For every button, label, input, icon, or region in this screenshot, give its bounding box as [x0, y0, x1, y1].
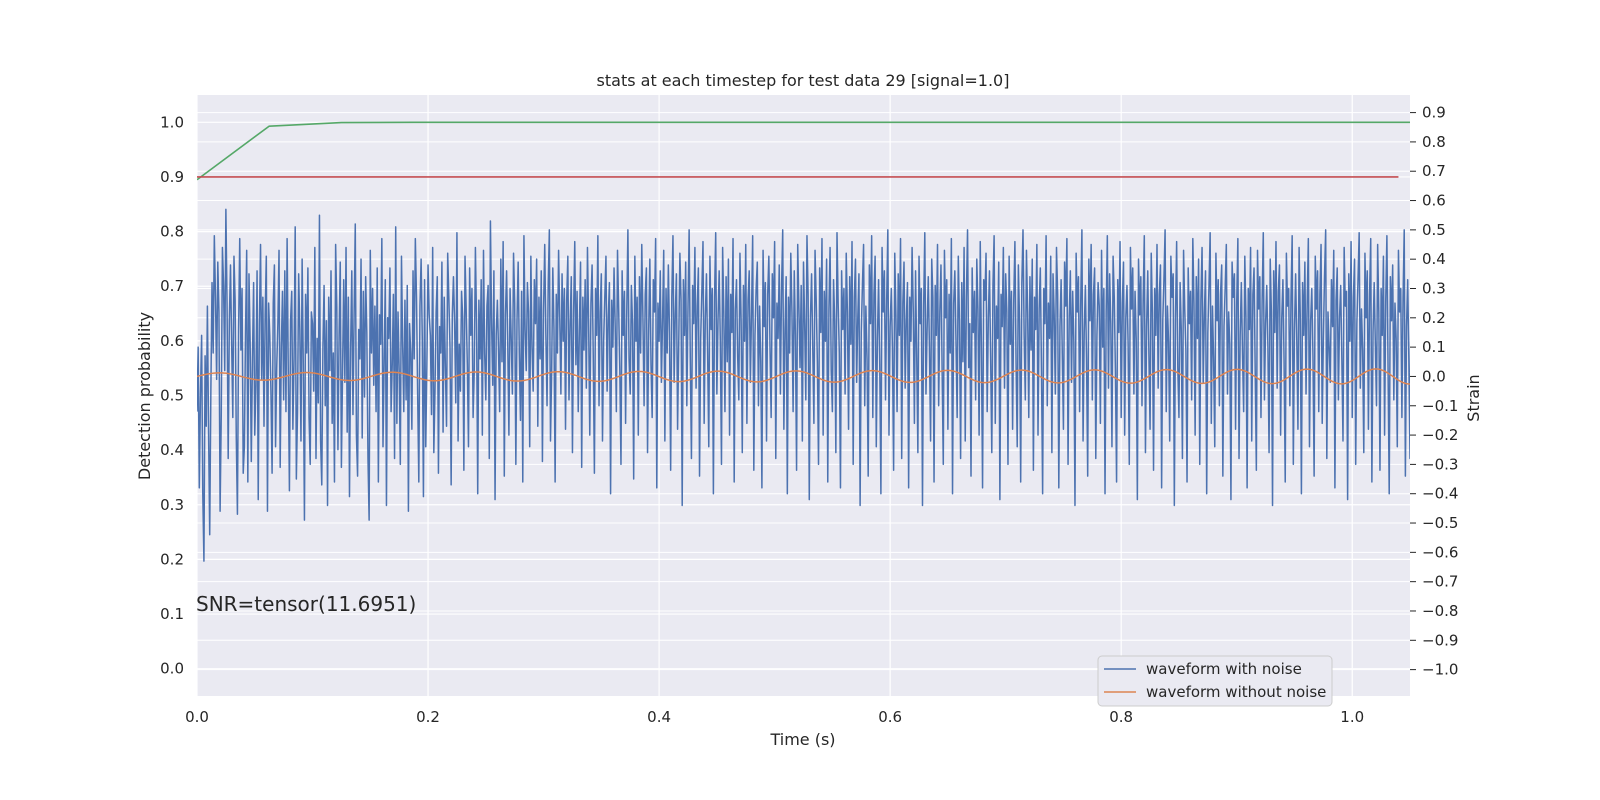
left-axis-ticks: 0.0 0.1 0.2 0.3 0.4 0.5 0.6 0.7 0.8 0.9 1.0 — [160, 113, 184, 677]
y2-tick-label: 0.5 — [1422, 221, 1446, 239]
y-tick-label: 0.6 — [160, 332, 184, 350]
y2-tick-label: 0.9 — [1422, 104, 1446, 122]
y2-tick-label: 0.8 — [1422, 133, 1446, 151]
y2-tick-label: 0.1 — [1422, 338, 1446, 356]
y2-tick-label: 0.7 — [1422, 162, 1446, 180]
y2-tick-label: 0.3 — [1422, 279, 1446, 297]
y-tick-label: 0.9 — [160, 168, 184, 186]
x-tick-label: 0.2 — [416, 708, 440, 726]
y2-tick-label: −0.6 — [1422, 543, 1458, 561]
y-tick-label: 0.8 — [160, 223, 184, 241]
snr-annotation: SNR=tensor(11.6951) — [196, 592, 416, 616]
series-waveform-without-noise — [197, 368, 1410, 385]
y2-tick-label: 0.2 — [1422, 309, 1446, 327]
y2-tick-label: −0.7 — [1422, 573, 1458, 591]
legend: waveform with noise waveform without noi… — [1097, 655, 1333, 707]
x-axis-title: Time (s) — [769, 730, 835, 749]
plot-lines — [197, 121, 1410, 562]
y-tick-label: 1.0 — [160, 113, 184, 131]
x-tick-label: 0.0 — [185, 708, 209, 726]
x-tick-label: 0.6 — [878, 708, 902, 726]
y2-tick-label: 0.0 — [1422, 367, 1446, 385]
y-tick-label: 0.5 — [160, 387, 184, 405]
y2-tick-label: −0.4 — [1422, 485, 1458, 503]
y-tick-label: 0.4 — [160, 441, 184, 459]
chart-title: stats at each timestep for test data 29 … — [597, 71, 1010, 90]
legend-box — [1097, 655, 1333, 707]
y2-axis-title: Strain — [1464, 374, 1483, 421]
y-tick-label: 0.7 — [160, 277, 184, 295]
right-axis-ticks: −1.0 −0.9 −0.8 −0.7 −0.6 −0.5 −0.4 −0.3 −0.2 −0.1… — [1410, 104, 1458, 679]
y2-tick-label: −0.1 — [1422, 397, 1458, 415]
series-waveform-with-noise — [197, 208, 1410, 562]
y2-tick-label: −1.0 — [1422, 661, 1458, 679]
y-tick-label: 0.2 — [160, 550, 184, 568]
x-tick-label: 0.4 — [647, 708, 671, 726]
y2-tick-label: −0.5 — [1422, 514, 1458, 532]
y2-tick-label: −0.2 — [1422, 426, 1458, 444]
y-tick-label: 0.1 — [160, 605, 184, 623]
y2-tick-label: −0.3 — [1422, 455, 1458, 473]
y-axis-title: Detection probability — [135, 312, 154, 480]
grid — [196, 95, 1410, 696]
y2-tick-label: −0.8 — [1422, 602, 1458, 620]
x-tick-label: 0.8 — [1109, 708, 1133, 726]
y-tick-label: 0.0 — [160, 660, 184, 678]
y2-tick-label: 0.4 — [1422, 250, 1446, 268]
x-tick-label: 1.0 — [1340, 708, 1364, 726]
legend-label-waveform-without-noise: waveform without noise — [1146, 683, 1326, 701]
legend-label-waveform-with-noise: waveform with noise — [1146, 660, 1302, 678]
y2-tick-label: −0.9 — [1422, 631, 1458, 649]
x-axis-ticks: 0.0 0.2 0.4 0.6 0.8 1.0 — [185, 708, 1364, 726]
y-tick-label: 0.3 — [160, 496, 184, 514]
series-detection-probability — [197, 121, 1410, 181]
y2-tick-label: 0.6 — [1422, 192, 1446, 210]
